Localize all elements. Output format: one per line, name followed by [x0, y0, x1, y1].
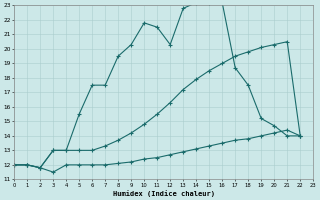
X-axis label: Humidex (Indice chaleur): Humidex (Indice chaleur) — [113, 190, 215, 197]
